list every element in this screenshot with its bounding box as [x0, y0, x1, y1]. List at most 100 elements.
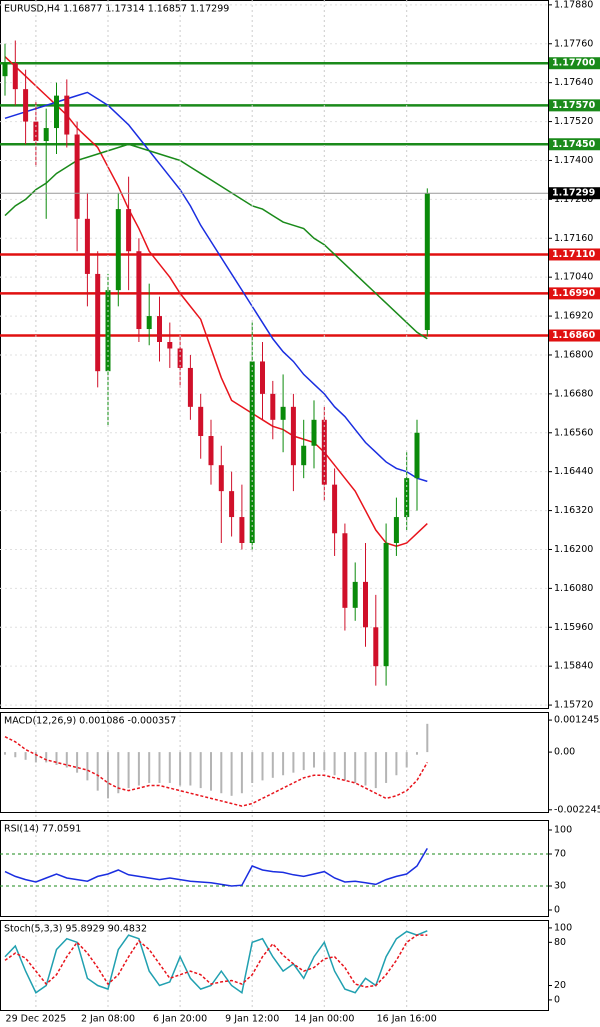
- y-tick-label: 1.16440: [554, 466, 593, 477]
- panel-title: RSI(14) 77.0591: [4, 824, 81, 835]
- y-tick-label: 1.16680: [554, 388, 593, 399]
- level-label-box: [549, 99, 600, 112]
- panel-frame: [0, 820, 549, 917]
- y-tick-label: 0: [554, 905, 560, 916]
- level-label-box: [549, 287, 600, 300]
- series-line: [4, 848, 428, 887]
- y-tick-label: 1.17280: [554, 194, 593, 205]
- candle-body: [115, 209, 121, 291]
- y-tick-label: 70: [554, 849, 566, 860]
- candle-body: [229, 491, 235, 518]
- candle-body: [2, 63, 8, 77]
- candle-body: [146, 316, 152, 330]
- panel-title: EURUSD,H4 1.16877 1.17314 1.16857 1.1729…: [4, 4, 229, 15]
- candle-body: [54, 95, 59, 129]
- level-label-box: [549, 329, 600, 342]
- last-price-box: [549, 187, 600, 200]
- candle-body: [43, 128, 49, 142]
- y-tick-label: 1.16800: [554, 349, 593, 360]
- candle-body: [321, 419, 327, 485]
- candle-body: [393, 517, 399, 543]
- candle-body: [198, 406, 204, 437]
- level-label: 1.17110: [552, 249, 596, 260]
- candle-body: [126, 209, 132, 252]
- y-tick-label: 1.15960: [554, 622, 593, 633]
- candle-body: [373, 627, 379, 667]
- y-tick-label: 0: [554, 994, 560, 1005]
- candle-body: [270, 393, 276, 420]
- y-tick-label: 1.17880: [554, 0, 593, 10]
- y-tick-label: 100: [554, 825, 572, 836]
- x-tick-label: 16 Jan 16:00: [377, 1014, 437, 1025]
- candle-body: [424, 193, 430, 331]
- series-line: [4, 930, 428, 994]
- candle-body: [74, 134, 80, 219]
- candle-body: [363, 581, 368, 628]
- panel-title: MACD(12,26,9) 0.001086 -0.000357: [4, 716, 176, 727]
- candle-body: [249, 361, 255, 543]
- level-label: 1.17700: [552, 58, 596, 69]
- level-label: 1.16860: [552, 330, 596, 341]
- candle-body: [404, 478, 410, 518]
- x-tick-label: 2 Jan 08:00: [81, 1014, 135, 1025]
- y-tick-label: 1.15840: [554, 661, 593, 672]
- y-tick-label: 1.16320: [554, 505, 593, 516]
- candle-body: [95, 273, 101, 372]
- series-line: [4, 143, 428, 340]
- y-tick-label: 1.16200: [554, 544, 593, 555]
- y-tick-label: -0.002245: [554, 804, 600, 815]
- y-tick-label: 1.17400: [554, 155, 593, 166]
- candle-body: [301, 445, 307, 466]
- y-tick-label: 1.17760: [554, 38, 593, 49]
- candle-body: [23, 89, 29, 122]
- candle-body: [352, 581, 358, 608]
- y-tick-label: 1.17640: [554, 77, 593, 88]
- y-tick-label: 1.16560: [554, 427, 593, 438]
- candle-body: [177, 348, 183, 368]
- level-label: 1.17450: [552, 139, 596, 150]
- x-tick-label: 9 Jan 12:00: [225, 1014, 279, 1025]
- y-tick-label: 0.001245: [554, 715, 599, 726]
- candle-body: [218, 465, 224, 492]
- candle-body: [260, 361, 265, 394]
- candle-body: [290, 406, 296, 466]
- candle-body: [342, 533, 348, 608]
- last-price-label: 1.17299: [552, 188, 595, 199]
- level-label: 1.17570: [552, 100, 596, 111]
- x-tick-label: 29 Dec 2025: [6, 1014, 67, 1025]
- candle-body: [332, 484, 338, 534]
- candle-body: [157, 316, 162, 343]
- series-line: [4, 56, 428, 548]
- y-tick-label: 1.17040: [554, 272, 593, 283]
- y-tick-label: 1.15720: [554, 700, 593, 711]
- y-tick-label: 20: [554, 980, 566, 991]
- y-tick-label: 100: [554, 922, 572, 933]
- y-tick-label: 80: [554, 937, 566, 948]
- level-label: 1.16990: [552, 288, 596, 299]
- y-tick-label: 1.17160: [554, 233, 593, 244]
- candle-body: [311, 419, 317, 446]
- candle-body: [414, 432, 420, 479]
- panel-title: Stoch(5,3,3) 95.8929 90.4832: [4, 924, 147, 935]
- level-label-box: [549, 138, 600, 151]
- y-tick-label: 0.00: [554, 747, 575, 758]
- panel-frame: [0, 920, 549, 1011]
- candle-body: [167, 342, 173, 349]
- x-tick-label: 14 Jan 00:00: [294, 1014, 354, 1025]
- level-label-box: [549, 57, 600, 70]
- y-tick-label: 1.16920: [554, 311, 593, 322]
- candle-body: [12, 63, 18, 90]
- y-tick-label: 1.16080: [554, 583, 593, 594]
- candle-body: [239, 517, 245, 543]
- series-line: [4, 736, 428, 807]
- candle-body: [64, 95, 70, 135]
- y-tick-label: 1.17520: [554, 116, 593, 127]
- candle-body: [136, 251, 142, 330]
- candle-body: [383, 542, 389, 667]
- panel-frame: [0, 712, 549, 813]
- level-label-box: [549, 248, 600, 261]
- x-tick-label: 6 Jan 20:00: [153, 1014, 207, 1025]
- candle-body: [84, 218, 90, 274]
